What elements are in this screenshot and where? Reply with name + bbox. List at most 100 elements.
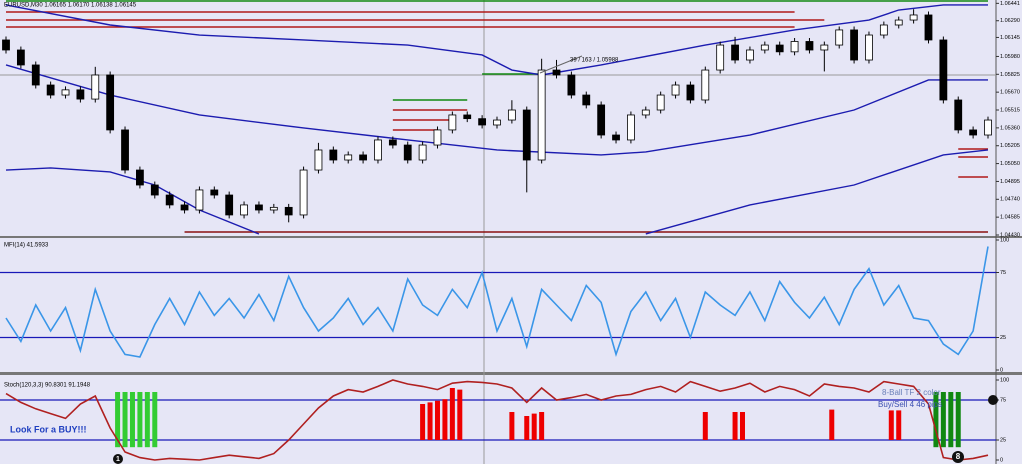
candle-body bbox=[269, 206, 278, 211]
candle-body bbox=[969, 129, 978, 136]
candle-body bbox=[225, 194, 234, 216]
candle-body bbox=[522, 109, 531, 161]
candle-body bbox=[909, 14, 918, 21]
candle-body bbox=[760, 44, 769, 51]
candle-body bbox=[671, 84, 680, 96]
panel-title: EURUSD,M30 1.06165 1.06170 1.06138 1.061… bbox=[4, 3, 137, 9]
candle-body bbox=[939, 39, 948, 101]
candle-body bbox=[507, 109, 516, 121]
candle-body bbox=[984, 119, 992, 136]
candle-body bbox=[136, 169, 144, 186]
candle-body bbox=[731, 44, 739, 61]
candle-body bbox=[701, 69, 710, 101]
candle-body bbox=[255, 204, 263, 211]
candle-body bbox=[448, 114, 457, 131]
histogram-bar bbox=[524, 416, 530, 440]
panel-title: MFI(14) 41.5933 bbox=[4, 243, 49, 249]
candle-body bbox=[746, 49, 754, 61]
y-tick-label: 100 bbox=[1000, 237, 1009, 243]
candle-body bbox=[865, 34, 873, 61]
histogram-bar bbox=[442, 399, 448, 440]
histogram-bar bbox=[115, 392, 121, 448]
histogram-bar bbox=[531, 413, 537, 440]
y-tick-label: 25 bbox=[1000, 335, 1006, 341]
histogram-bar bbox=[740, 412, 745, 440]
y-tick-label: 1.06441 bbox=[1000, 1, 1020, 7]
candle-body bbox=[582, 94, 591, 106]
candle-body bbox=[567, 74, 576, 96]
y-tick-label: 75 bbox=[1000, 270, 1006, 276]
histogram-bar bbox=[896, 410, 902, 440]
histogram-bar bbox=[122, 392, 128, 448]
candle-body bbox=[374, 139, 382, 161]
candle-body bbox=[314, 149, 323, 171]
histogram-bar bbox=[702, 412, 708, 440]
candle-body bbox=[91, 74, 100, 100]
y-tick-label: 1.05670 bbox=[1000, 90, 1020, 96]
marker-ball bbox=[952, 451, 964, 463]
candle-body bbox=[165, 194, 174, 206]
candle-body bbox=[403, 144, 412, 161]
candle-body bbox=[478, 118, 487, 126]
y-tick-label: 1.06145 bbox=[1000, 35, 1020, 41]
moving-average bbox=[645, 149, 989, 235]
indicator-line bbox=[5, 246, 989, 358]
candle-body bbox=[820, 44, 829, 51]
y-tick-label: 1.04585 bbox=[1000, 215, 1020, 221]
candle-body bbox=[894, 19, 903, 26]
candle-body bbox=[954, 99, 963, 131]
candle-body bbox=[61, 89, 70, 96]
histogram-bar bbox=[449, 388, 455, 440]
histogram-bar bbox=[434, 400, 440, 440]
candle-body bbox=[418, 144, 427, 161]
marker-ball bbox=[113, 454, 123, 464]
moving-average bbox=[5, 64, 988, 156]
candle-body bbox=[924, 14, 933, 41]
histogram-bar bbox=[137, 392, 143, 448]
candle-body bbox=[493, 119, 501, 126]
candle-body bbox=[612, 134, 620, 141]
y-tick-label: 1.04895 bbox=[1000, 179, 1020, 185]
candle-body bbox=[180, 204, 189, 211]
histogram-bar bbox=[539, 412, 545, 440]
y-tick-label: 1.05050 bbox=[1000, 161, 1020, 167]
candle-body bbox=[656, 94, 665, 111]
plot-layer bbox=[0, 0, 999, 461]
candle-body bbox=[686, 84, 695, 101]
candle-body bbox=[388, 139, 397, 146]
annotation: 8-Ball TF 2 color bbox=[882, 388, 941, 397]
y-tick-label: 75 bbox=[1000, 397, 1006, 403]
candle-body bbox=[299, 169, 308, 216]
y-tick-label: 0 bbox=[1000, 367, 1003, 373]
candle-body bbox=[76, 89, 85, 100]
histogram-bar bbox=[457, 389, 463, 440]
candle-body bbox=[2, 39, 10, 51]
histogram-bar bbox=[940, 392, 946, 448]
y-tick-label: 1.05980 bbox=[1000, 54, 1020, 60]
y-tick-label: 25 bbox=[1000, 437, 1006, 443]
candle-body bbox=[552, 69, 561, 76]
candle-body bbox=[106, 74, 115, 131]
histogram-bar bbox=[955, 392, 961, 448]
y-tick-label: 1.05515 bbox=[1000, 107, 1020, 113]
marker-ball bbox=[988, 395, 998, 405]
candle-body bbox=[284, 206, 293, 216]
candle-body bbox=[150, 184, 159, 196]
trend-line bbox=[539, 55, 583, 74]
histogram-bar bbox=[829, 409, 835, 440]
histogram-bar bbox=[509, 412, 515, 440]
candle-body bbox=[210, 189, 219, 196]
moving-average bbox=[5, 167, 260, 235]
y-tick-label: 100 bbox=[1000, 377, 1009, 383]
candle-body bbox=[716, 44, 725, 71]
panel-separator bbox=[0, 372, 1022, 375]
marker-label: 1 bbox=[116, 456, 120, 463]
y-tick-label: 1.06290 bbox=[1000, 18, 1020, 24]
candle-body bbox=[775, 44, 784, 53]
candle-body bbox=[597, 104, 606, 136]
histogram-bar bbox=[888, 410, 894, 440]
histogram-bar bbox=[144, 392, 150, 448]
candle-body bbox=[790, 41, 799, 53]
